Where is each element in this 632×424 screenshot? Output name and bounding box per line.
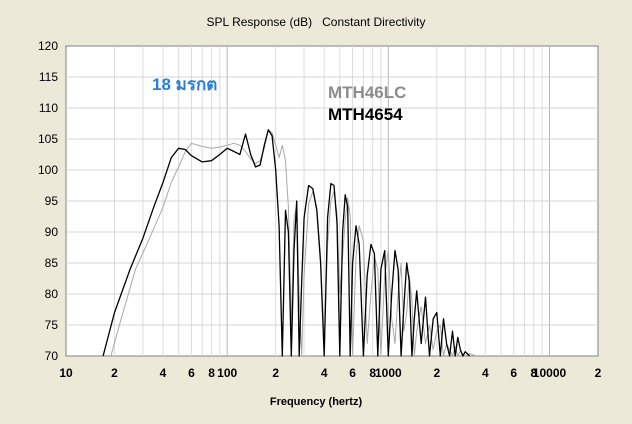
y-tick-label: 120 (38, 39, 58, 53)
series-line-mth4654 (102, 129, 471, 357)
annotation-label: MTH46LC (328, 83, 406, 102)
x-tick-label: 6 (510, 366, 517, 380)
y-tick-label: 100 (38, 163, 58, 177)
x-tick-label: 2 (111, 366, 118, 380)
x-tick-label: 2 (272, 366, 279, 380)
chart-title: SPL Response (dB) Constant Directivity (207, 15, 426, 29)
x-tick-label: 4 (160, 366, 167, 380)
x-tick-label: 8 (531, 366, 538, 380)
series-layer (102, 129, 477, 357)
x-tick-label: 10000 (533, 366, 567, 380)
x-tick-label: 10 (59, 366, 73, 380)
y-tick-label: 70 (45, 349, 59, 363)
y-tick-labels: 70 75 80 85 90 95 100 105 110 115 120 (38, 39, 58, 363)
x-tick-label: 6 (188, 366, 195, 380)
y-tick-label: 110 (39, 101, 58, 115)
y-tick-label: 105 (38, 132, 58, 146)
y-tick-label: 85 (45, 256, 59, 270)
x-tick-label: 8 (208, 366, 215, 380)
x-tick-label: 2 (433, 366, 440, 380)
annotation-label: MTH4654 (328, 105, 403, 124)
y-tick-label: 75 (45, 318, 59, 332)
y-tick-label: 115 (39, 70, 58, 84)
x-tick-label: 2 (595, 366, 602, 380)
series-line-mth46lc (110, 129, 477, 357)
x-tick-label: 4 (482, 366, 489, 380)
annotation-label: 18 มรกต (152, 75, 217, 94)
y-tick-label: 95 (45, 194, 59, 208)
x-tick-label: 8 (369, 366, 376, 380)
grid-lines (66, 46, 598, 356)
y-tick-label: 80 (45, 287, 59, 301)
x-tick-label: 4 (321, 366, 328, 380)
y-tick-label: 90 (45, 225, 59, 239)
x-tick-label: 6 (349, 366, 356, 380)
x-axis-label: Frequency (hertz) (270, 396, 363, 408)
annotations: 18 มรกต MTH46LC MTH4654 (152, 75, 406, 124)
x-tick-label: 100 (217, 366, 237, 380)
x-tick-label: 1000 (375, 366, 402, 380)
